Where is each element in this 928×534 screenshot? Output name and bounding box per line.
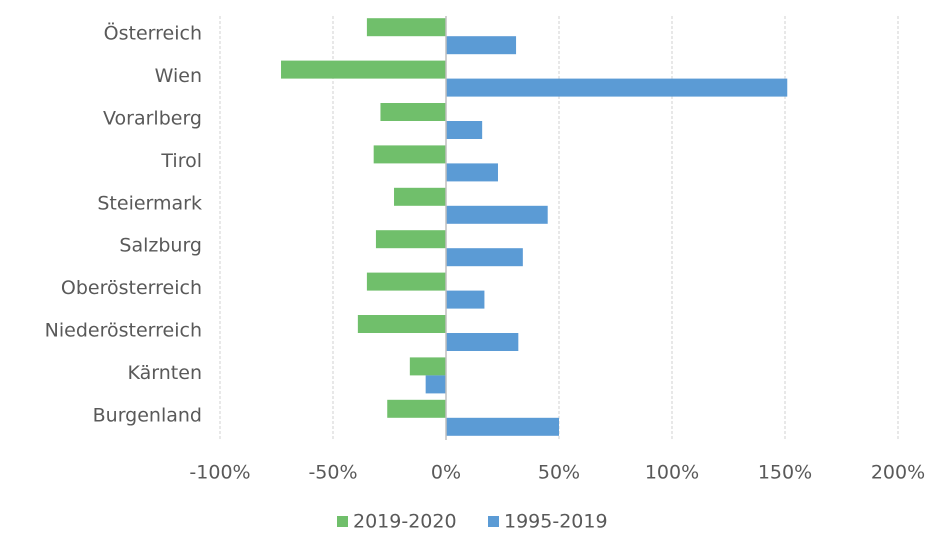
legend-swatch (337, 516, 348, 527)
y-tick-label: Oberösterreich (61, 277, 202, 299)
y-tick-label: Kärnten (128, 362, 202, 384)
y-tick-label: Niederösterreich (45, 320, 202, 342)
legend-label: 2019-2020 (353, 511, 457, 533)
x-tick-label: 150% (758, 462, 812, 484)
bar (357, 315, 446, 333)
y-tick-label: Salzburg (119, 235, 202, 257)
y-tick-label: Österreich (104, 22, 202, 45)
y-tick-label: Wien (155, 65, 202, 87)
legend-swatch (488, 516, 499, 527)
bar (446, 290, 485, 309)
bar (425, 375, 446, 394)
bar (446, 417, 559, 436)
x-tick-label: -50% (308, 462, 357, 484)
bar (446, 205, 548, 224)
bar (446, 333, 519, 351)
bar (394, 187, 446, 206)
x-tick-label: 0% (431, 462, 461, 484)
bar (281, 60, 446, 79)
bar (446, 121, 483, 139)
bar (366, 272, 446, 291)
bar (375, 230, 446, 249)
y-tick-label: Vorarlberg (103, 108, 202, 130)
y-tick-label: Steiermark (97, 192, 202, 214)
x-tick-label: -100% (189, 462, 250, 484)
bar (446, 36, 517, 55)
x-tick-label: 100% (645, 462, 699, 484)
y-tick-label: Burgenland (93, 404, 202, 426)
bar (373, 145, 446, 164)
x-tick-label: 200% (871, 462, 925, 484)
y-tick-label: Tirol (160, 150, 202, 172)
bar (409, 357, 446, 376)
bar (446, 248, 523, 267)
x-tick-label: 50% (538, 462, 580, 484)
bar (366, 18, 446, 37)
bar (387, 399, 446, 418)
legend-label: 1995-2019 (504, 511, 608, 533)
bar (446, 163, 498, 182)
bar (380, 103, 446, 121)
bar (446, 78, 788, 97)
